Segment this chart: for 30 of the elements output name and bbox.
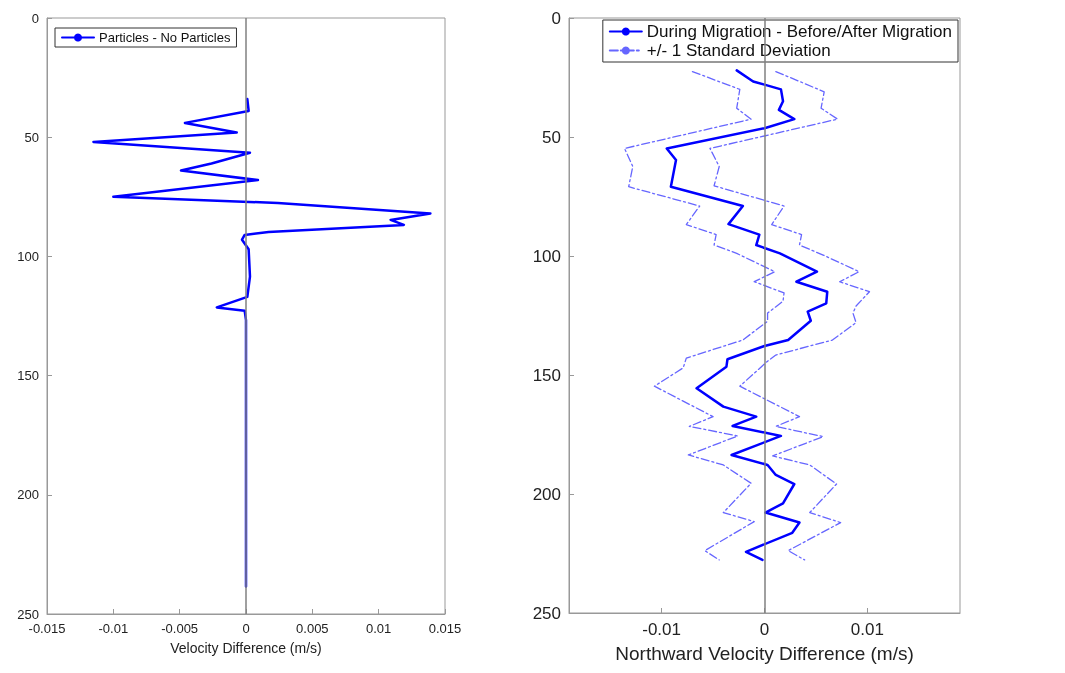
y-tick-label: 100 [532,246,561,266]
x-tick-label: 0.01 [366,621,392,636]
line-series [665,69,829,562]
y-tick-label: 150 [17,368,39,384]
legend-label: +/- 1 Standard Deviation [646,41,831,60]
x-tick-label: 0 [242,621,250,636]
y-tick-label: 200 [532,484,561,504]
y-tick-label: 150 [532,365,561,385]
x-tick-label: -0.01 [642,620,681,639]
y-tick-label: 0 [31,10,39,26]
x-tick-label: -0.01 [98,621,129,636]
x-axis-title: Northward Velocity Difference (m/s) [615,643,914,664]
x-axis-title: Velocity Difference (m/s) [170,640,322,656]
y-tick-label: 0 [551,8,561,28]
y-tick-label: 50 [542,127,561,147]
y-tick-label: 50 [24,129,39,145]
y-tick-label: 100 [17,248,39,264]
legend-label: During Migration - Before/After Migration [646,22,953,41]
line-series [709,70,871,561]
line-series [623,70,785,561]
x-tick-label: 0.005 [296,621,329,636]
x-tick-label: -0.015 [28,621,66,636]
x-tick-label: -0.005 [161,621,199,636]
y-tick-label: 250 [17,606,39,622]
y-tick-label: 200 [17,487,39,503]
x-tick-label: 0 [759,620,770,639]
y-tick-label: 250 [532,603,561,623]
legend-label: Particles - No Particles [99,30,231,45]
x-tick-label: 0.01 [850,620,884,639]
x-tick-label: 0.015 [428,621,462,636]
